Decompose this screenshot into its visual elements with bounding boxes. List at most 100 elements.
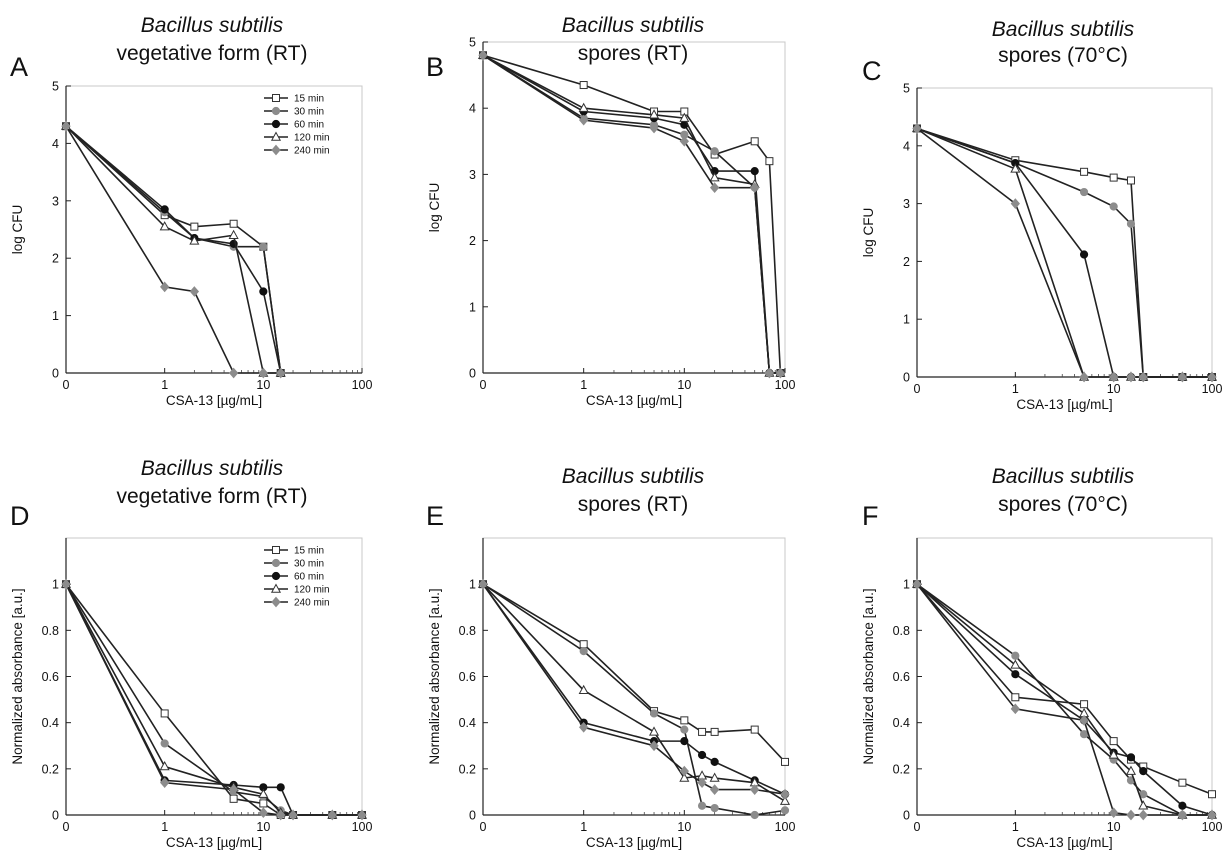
panel-a-data-point bbox=[189, 286, 200, 297]
panel-f-data-point bbox=[1139, 767, 1148, 776]
panel-f-x-label: CSA-13 [µg/mL] bbox=[1016, 835, 1112, 850]
panel-a-data-point bbox=[276, 367, 286, 379]
panel-d-y-tick-label: 0 bbox=[52, 809, 59, 823]
panel-f-data-point bbox=[1178, 778, 1187, 787]
panel-d-title-line2: vegetative form (RT) bbox=[117, 485, 308, 508]
panel-e-x-tick-label: 100 bbox=[775, 820, 796, 834]
panel-b-series-line bbox=[482, 54, 781, 374]
panel-b-data-point bbox=[578, 102, 589, 112]
panel-d-series-4 bbox=[61, 578, 367, 821]
panel-f-title-line2: spores (70°C) bbox=[998, 493, 1128, 516]
panel-d-data-point bbox=[258, 788, 269, 798]
panel-a-y-tick-label: 0 bbox=[52, 367, 59, 381]
panel-d-legend-label: 240 min bbox=[294, 598, 330, 609]
panel-a-legend-marker bbox=[272, 94, 280, 102]
panel-b-data-point bbox=[679, 135, 689, 147]
panel-e-data-point bbox=[680, 737, 689, 746]
panel-e-title-line2: spores (RT) bbox=[578, 493, 688, 516]
panel-a-data-point bbox=[228, 367, 239, 379]
panel-d-legend-label: 15 min bbox=[294, 546, 324, 557]
panel-b-series-1 bbox=[478, 51, 785, 378]
panel-f-data-point bbox=[1126, 753, 1136, 762]
panel-f-title-line1: Bacillus subtilis bbox=[992, 465, 1135, 488]
panel-c-data-point bbox=[1079, 250, 1089, 259]
panel-f-data-point bbox=[1108, 749, 1119, 759]
panel-e-data-point bbox=[779, 795, 791, 805]
panel-a-x-tick-label: 0 bbox=[63, 378, 70, 392]
panel-f-data-point bbox=[1010, 659, 1021, 669]
panel-e-y-tick-label: 1 bbox=[469, 578, 476, 592]
panel-f-series-line bbox=[916, 583, 1213, 816]
panel-d-data-point bbox=[160, 709, 169, 718]
panel-d: Bacillus subtilis vegetative form (RT) D 0 1… bbox=[10, 457, 372, 850]
panel-c-data-point bbox=[1109, 202, 1118, 211]
panel-a-data-point bbox=[259, 242, 268, 251]
panel-c-y-tick-label: 2 bbox=[903, 255, 910, 269]
panel-e-y-tick-label: 0.6 bbox=[459, 670, 476, 684]
panel-d-series-0 bbox=[62, 580, 366, 819]
panel-d-legend-marker bbox=[271, 571, 281, 581]
panel-c-data-point bbox=[1010, 163, 1021, 173]
panel-d-data-point bbox=[160, 739, 169, 748]
panel-e-data-point bbox=[680, 725, 689, 734]
panel-d-legend-label: 30 min bbox=[294, 559, 324, 570]
panel-a-y-tick-label: 2 bbox=[52, 252, 59, 266]
panel-b-x-tick-label: 100 bbox=[775, 378, 796, 392]
panel-b-y-tick-label: 4 bbox=[469, 102, 476, 116]
panel-e-x-tick-label: 1 bbox=[580, 820, 587, 834]
panel-a-title-line2: vegetative form (RT) bbox=[117, 42, 308, 65]
panel-d-x-tick-label: 100 bbox=[352, 820, 373, 834]
panel-f-series-line bbox=[916, 583, 1212, 816]
panel-f-data-point bbox=[1079, 730, 1089, 739]
panel-f-series-0 bbox=[913, 580, 1216, 799]
panel-d-data-point bbox=[276, 783, 285, 792]
panel-f-data-point bbox=[1207, 809, 1217, 821]
panel-f-series-3 bbox=[911, 578, 1218, 819]
panel-a-series-line bbox=[65, 125, 282, 374]
panel-d-x-tick-label: 10 bbox=[256, 820, 270, 834]
panel-d-x-label: CSA-13 [µg/mL] bbox=[166, 835, 262, 850]
panel-c-series-1 bbox=[912, 124, 1217, 382]
panel-a-legend-marker bbox=[271, 119, 281, 129]
panel-c-y-tick-label: 5 bbox=[903, 82, 910, 96]
panel-a-data-point bbox=[229, 219, 238, 228]
panel-a-legend-label: 240 min bbox=[294, 146, 330, 157]
panel-b-x-tick-label: 1 bbox=[580, 378, 587, 392]
panel-b-y-tick-label: 5 bbox=[469, 36, 476, 50]
panel-f-data-point bbox=[1138, 809, 1148, 821]
panel-c-title-line1: Bacillus subtilis bbox=[992, 18, 1135, 41]
panel-f-data-point bbox=[1178, 801, 1187, 810]
panel-a-series-line bbox=[65, 125, 282, 374]
panel-a-title-line1: Bacillus subtilis bbox=[141, 14, 284, 37]
panel-f-y-tick-label: 0.4 bbox=[893, 716, 910, 730]
panel-b: Bacillus subtilis spores (RT) B 0 1 10 100 0 1 2 3… bbox=[426, 14, 795, 408]
panel-d-data-point bbox=[228, 784, 239, 795]
panel-d-data-point bbox=[159, 760, 170, 771]
panel-a-series-3 bbox=[60, 120, 286, 377]
panel-e-data-point bbox=[579, 647, 588, 656]
panel-b-data-point bbox=[579, 81, 588, 90]
panel-c-data-point bbox=[1126, 219, 1136, 228]
panel-a-x-tick-label: 100 bbox=[352, 378, 373, 392]
panel-a-legend-label: 15 min bbox=[294, 94, 324, 105]
panel-e-data-point bbox=[710, 757, 719, 767]
panel-e-x-tick-label: 10 bbox=[677, 820, 691, 834]
panel-d-data-point bbox=[160, 777, 170, 789]
panel-f-data-point bbox=[1109, 807, 1119, 819]
panel-c-data-point bbox=[1126, 176, 1135, 185]
panel-c-data-point bbox=[1079, 371, 1089, 383]
panel-a-legend-marker bbox=[271, 106, 281, 116]
panel-e-data-point bbox=[579, 721, 589, 733]
panel-c-series-line bbox=[916, 127, 1212, 378]
panel-a-series-1 bbox=[61, 122, 285, 378]
panel-d-data-point bbox=[276, 809, 286, 821]
panel-a-data-point bbox=[160, 205, 169, 214]
panel-b-series-4 bbox=[478, 49, 786, 379]
panel-c-x-tick-label: 0 bbox=[914, 382, 921, 396]
panel-f-series-4 bbox=[912, 578, 1217, 821]
panel-c-series-line bbox=[916, 127, 1212, 378]
panel-d-series-line bbox=[65, 583, 362, 816]
panel-e-data-point bbox=[478, 578, 488, 590]
panel-b-x-label: CSA-13 [µg/mL] bbox=[586, 393, 682, 408]
panel-c-y-tick-label: 3 bbox=[903, 197, 910, 211]
